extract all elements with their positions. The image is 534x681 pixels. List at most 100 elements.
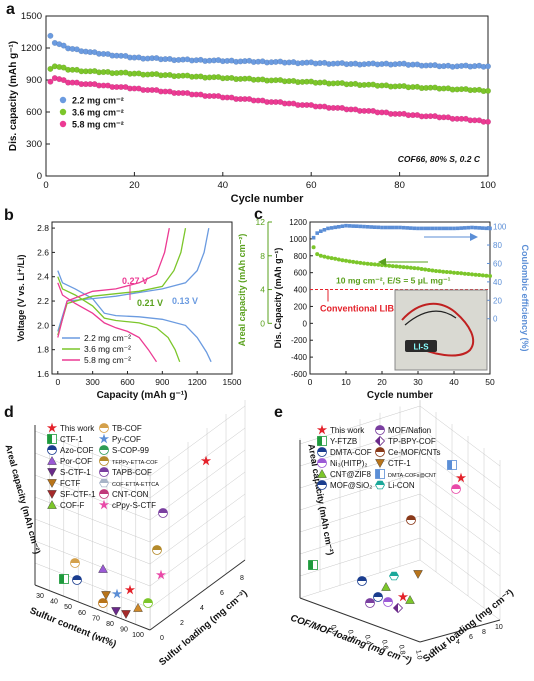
x-tick-label: 20	[377, 377, 387, 387]
data-marker	[451, 484, 461, 494]
capacity-point	[408, 265, 413, 270]
x-tick-label: 40	[449, 377, 459, 387]
y-tick-label: 4	[456, 639, 460, 646]
grid-line	[149, 405, 246, 477]
legend-marker	[375, 447, 385, 457]
y-tick-label-right: 40	[493, 278, 502, 287]
data-point	[485, 118, 491, 125]
ce-point	[319, 229, 323, 233]
square-half	[447, 460, 452, 470]
ce-point	[322, 228, 327, 232]
legend-marker	[47, 490, 57, 499]
legend-label: Py-COF	[112, 435, 141, 444]
grid-line	[149, 537, 246, 609]
ce-point	[409, 226, 413, 230]
wire-black	[404, 310, 457, 326]
capacity-point	[480, 273, 485, 278]
y-axis-label: Voltage (V vs. Li⁺/Li)	[16, 254, 26, 341]
data-marker	[455, 472, 467, 483]
capacity-point	[333, 256, 338, 261]
legend-label: Azo-COF	[60, 446, 93, 455]
legend-marker	[374, 435, 386, 447]
legend-marker	[47, 445, 57, 455]
ce-point	[481, 226, 485, 230]
legend-marker	[47, 500, 57, 509]
ce-point	[333, 225, 337, 230]
capacity-point	[412, 266, 417, 271]
star-marker	[155, 569, 167, 580]
legend-marker	[47, 456, 57, 465]
legend-marker	[317, 469, 327, 478]
data-marker	[406, 515, 416, 525]
panel-d: d 30 40 50 60 70 80 90 100 0 2 4 6 8 Areal capacity (m…	[3, 400, 250, 668]
data-marker	[70, 558, 80, 568]
circle-half	[375, 447, 385, 452]
y-tick-label: 0	[430, 649, 434, 656]
circle-half	[451, 484, 461, 489]
voltage-curve	[57, 227, 187, 336]
y-axis-label: Dis. capacity (mAh g⁻¹)	[8, 41, 19, 151]
data-point	[485, 87, 491, 94]
x-tick-label: 1200	[188, 377, 207, 387]
ce-point	[401, 225, 406, 230]
capacity-point	[398, 264, 402, 269]
x-tick-label: 0	[43, 180, 48, 191]
circle-half	[373, 592, 383, 597]
star-marker	[200, 455, 212, 466]
x-axis	[34, 584, 151, 631]
x-tick-label: 600	[120, 377, 134, 387]
x-tick-label: 1.0	[414, 649, 423, 660]
ce-point	[452, 226, 456, 231]
panel-label: b	[4, 207, 14, 224]
ce-point	[394, 225, 399, 230]
ce-point	[326, 226, 330, 231]
legend-marker	[59, 96, 67, 104]
ce-point	[344, 223, 348, 228]
ce-point	[355, 224, 359, 228]
ce-point	[470, 225, 474, 230]
circle-half	[98, 598, 108, 603]
ce-point	[473, 225, 478, 230]
panel-label: d	[4, 404, 14, 421]
legend-label: CNT-CON	[112, 490, 149, 499]
legend-marker	[47, 479, 57, 488]
triangle-marker	[47, 500, 57, 509]
x-tick-label: 0.8	[397, 644, 406, 655]
legend-label: Li-CON	[388, 481, 415, 490]
ce-point	[315, 231, 319, 235]
ce-point	[405, 226, 409, 230]
x-tick-label: 20	[129, 180, 140, 191]
legend-label: FCTF	[60, 479, 81, 488]
capacity-point	[401, 265, 406, 270]
ce-point	[419, 226, 424, 231]
capacity-point	[322, 254, 327, 259]
square-half	[47, 434, 52, 444]
grid-line	[419, 559, 501, 621]
x-tick-label: 50	[64, 604, 72, 611]
triangle-marker	[133, 603, 143, 612]
circle-half	[47, 445, 57, 450]
data-marker	[383, 597, 393, 607]
legend-marker	[375, 469, 385, 479]
circle-half	[72, 575, 82, 580]
ce-point	[347, 224, 352, 228]
legend-label: 3.6 mg cm⁻²	[84, 344, 131, 354]
legend-label: This work	[330, 426, 365, 435]
legend-marker	[99, 445, 109, 455]
voltage-curve	[57, 227, 170, 338]
photo-frame	[394, 289, 488, 371]
voltage-curve	[57, 276, 181, 363]
circle-half	[99, 445, 109, 450]
capacity-point	[426, 268, 431, 272]
capacity-point	[318, 253, 323, 258]
legend-marker	[99, 467, 109, 477]
y-tick-label: 0	[303, 319, 308, 328]
triangle-marker	[375, 459, 385, 468]
ce-point	[427, 226, 431, 231]
star-marker	[455, 472, 467, 483]
wire-red	[401, 302, 475, 357]
legend-label: S-COP-99	[112, 446, 149, 455]
capacity-point	[372, 262, 377, 267]
square-half	[308, 560, 313, 570]
y-tick-label-right: 60	[493, 259, 502, 268]
